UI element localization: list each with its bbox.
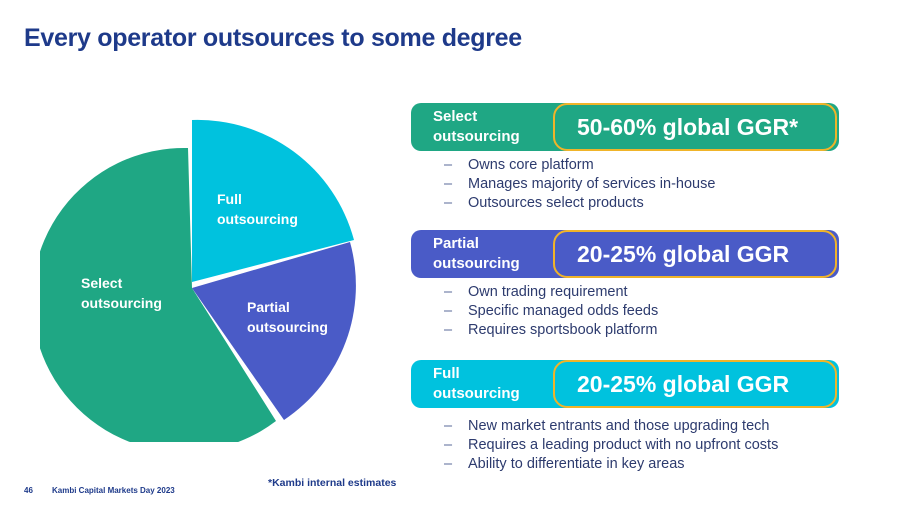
pie-label-partial-2: outsourcing <box>247 319 328 335</box>
segment-partial-pill: Partial outsourcing 20-25% global GGR <box>411 230 839 278</box>
list-item: – New market entrants and those upgrading… <box>444 418 770 434</box>
segment-partial-bullets: – Own trading requirement – Specific manag… <box>444 283 658 340</box>
segment-select-pill: Select outsourcing 50-60% global GGR* <box>411 103 839 151</box>
list-item: – Outsources select products <box>444 195 644 211</box>
list-item: – Requires a leading product with no upfr… <box>444 437 779 453</box>
segment-full-bullets: – New market entrants and those upgrading… <box>444 417 778 474</box>
page-number: 46 <box>24 486 33 495</box>
page-title: Every operator outsources to some degree <box>24 24 522 52</box>
pie-slice-full <box>192 119 354 283</box>
segment-select-label: Select outsourcing <box>433 108 520 145</box>
list-item: – Manages majority of services in-house <box>444 176 716 192</box>
pie-label-partial-1: Partial <box>247 299 290 315</box>
segment-full-label: Full outsourcing <box>433 365 520 402</box>
segment-partial-value: 20-25% global GGR <box>553 230 837 278</box>
pie-label-full-1: Full <box>217 191 242 207</box>
segment-full-value: 20-25% global GGR <box>553 360 837 408</box>
pie-label-select-1: Select <box>81 275 123 291</box>
segment-full-pill: Full outsourcing 20-25% global GGR <box>411 360 839 408</box>
pie-slice-partial <box>192 242 356 420</box>
list-item: – Own trading requirement <box>444 284 628 300</box>
pie-slice-select <box>40 147 276 442</box>
list-item: – Owns core platform <box>444 157 594 173</box>
footnote: *Kambi internal estimates <box>268 477 397 489</box>
segment-partial-label: Partial outsourcing <box>433 235 520 272</box>
outsourcing-pie-chart: Full outsourcing Partial outsourcing Sel… <box>40 119 356 442</box>
list-item: – Specific managed odds feeds <box>444 303 659 319</box>
pie-label-select-2: outsourcing <box>81 295 162 311</box>
list-item: – Ability to differentiate in key areas <box>444 456 685 472</box>
segment-select-bullets: – Owns core platform – Manages majority of… <box>444 156 715 213</box>
footer-text: Kambi Capital Markets Day 2023 <box>52 486 175 495</box>
pie-label-full-2: outsourcing <box>217 211 298 227</box>
list-item: – Requires sportsbook platform <box>444 322 658 338</box>
segment-select-value: 50-60% global GGR* <box>553 103 837 151</box>
